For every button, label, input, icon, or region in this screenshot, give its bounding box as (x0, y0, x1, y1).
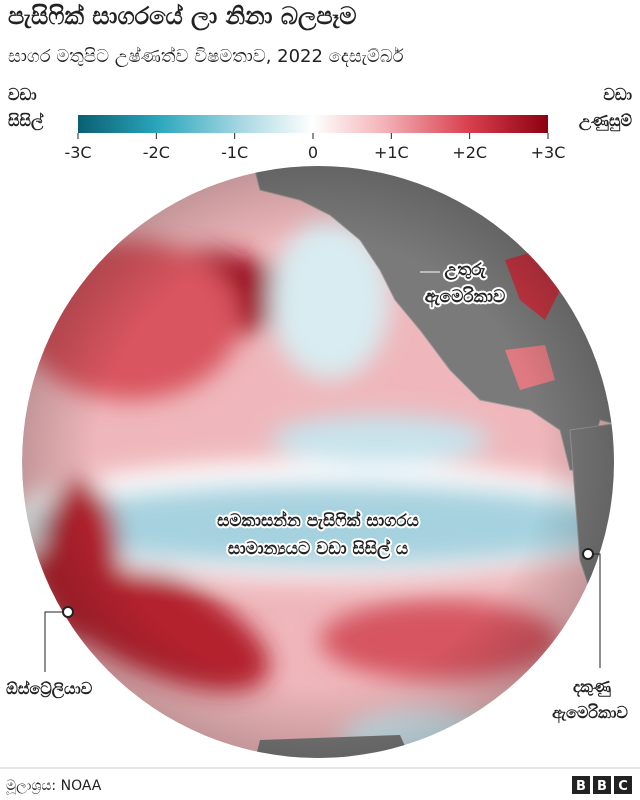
tick-label: +2C (452, 143, 487, 162)
logo-letter: C (618, 779, 628, 794)
warm-label: උණුසුම් (579, 111, 633, 132)
cold-label: සිසිල් (8, 111, 44, 132)
title: පැසිෆික් සාගරයේ ලා නිනා බලපෑම (8, 2, 357, 31)
tick-label: +1C (374, 143, 409, 162)
tick-label: 0 (308, 143, 318, 162)
region-label: දකුණු (573, 677, 611, 698)
cold-label: වඩා (8, 85, 37, 104)
logo-letter: B (576, 779, 586, 794)
region-label: සාමාන්‍යයට වඩා සිසිල් ය (228, 538, 408, 560)
bbc-logo: B B C (572, 776, 632, 794)
region-label: සමකාසන්න පැසිෆික් සාගරය (217, 510, 419, 531)
logo-letter: B (597, 779, 607, 794)
tick-label: +3C (531, 143, 566, 162)
tick-label: -2C (143, 143, 170, 162)
globe (22, 166, 614, 758)
marker (582, 548, 594, 560)
region-label: උතුරු (445, 260, 487, 281)
region-label: ඕස්ට්‍රේලියාව (6, 679, 93, 700)
leader-line (44, 611, 68, 672)
color-bar (78, 115, 548, 133)
subtitle: සාගර මතුපිට උෂ්ණත්ව විෂමතාව, 2022 දෙසැම්… (8, 46, 404, 67)
region-label: ඇමෙරිකාව (425, 286, 505, 308)
warm-label: වඩා (603, 85, 632, 104)
tick-label: -3C (64, 143, 91, 162)
tick-label: -1C (221, 143, 248, 162)
marker (62, 606, 74, 618)
region-label: ඇමෙරිකාව (552, 703, 628, 724)
source: මූලාශ්‍රය: NOAA (6, 778, 102, 795)
